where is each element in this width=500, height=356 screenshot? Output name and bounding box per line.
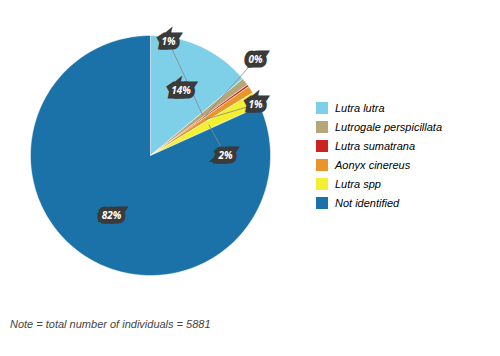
html-text:Not identified: Not identified [335, 196, 400, 209]
svg-text:82%: 82% [102, 208, 122, 222]
html-text:Lutra sumatrana: Lutra sumatrana [335, 139, 416, 152]
svg-text:1%: 1% [161, 34, 176, 48]
svg-text:0%: 0% [248, 52, 263, 66]
html-text:Aonyx cinereus: Aonyx cinereus [335, 158, 411, 171]
html-text:Lutra lutra: Lutra lutra [335, 101, 385, 114]
svg-text:1%: 1% [248, 97, 263, 111]
html-text:Lutrogale perspicillata: Lutrogale perspicillata [335, 120, 442, 133]
svg-text:14%: 14% [171, 83, 191, 97]
svg-text:2%: 2% [217, 148, 233, 162]
html-text:Note = total number of individ: Note = total number of individuals = 588… [10, 318, 211, 330]
html-text:Lutra spp: Lutra spp [335, 177, 381, 190]
